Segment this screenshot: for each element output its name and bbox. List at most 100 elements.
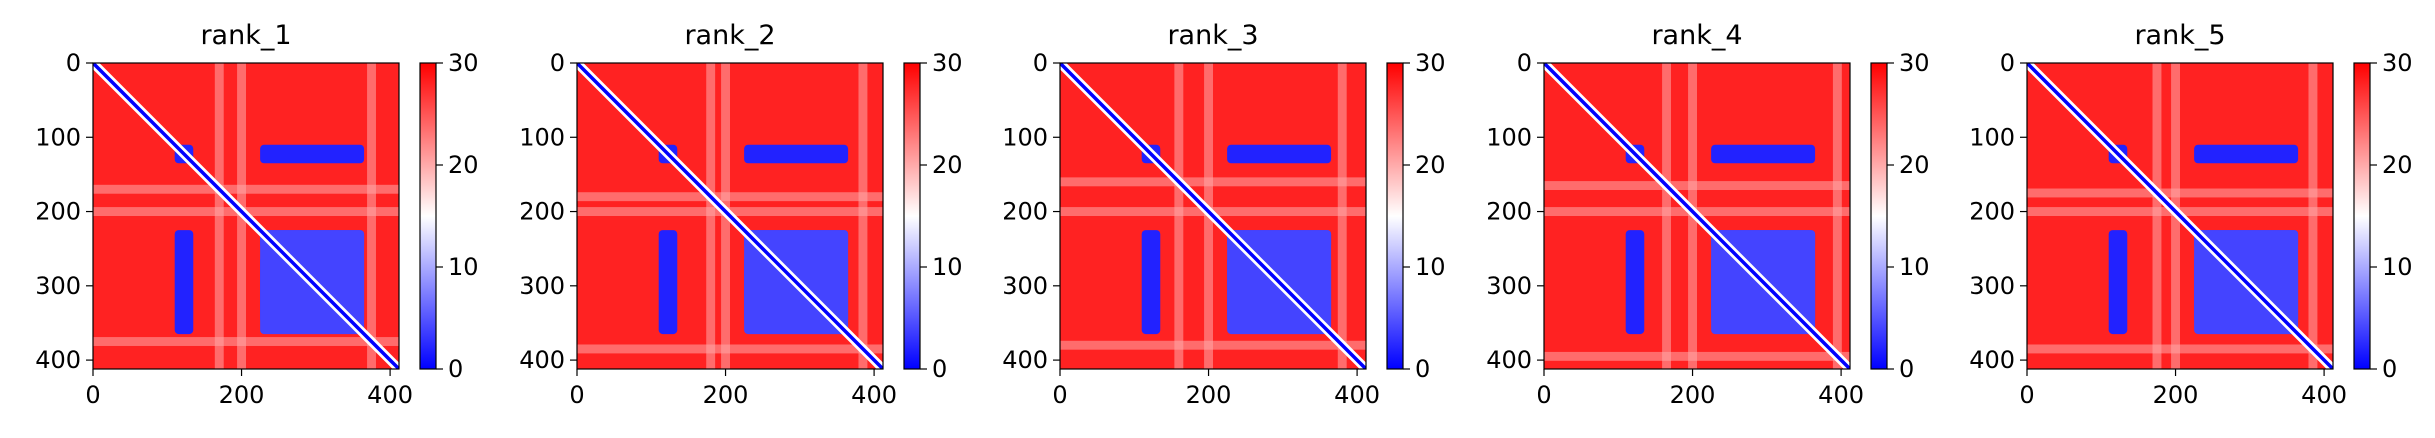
colorbar-frame <box>2353 62 2371 370</box>
x-tick-label: 400 <box>367 381 413 409</box>
y-tick-label: 100 <box>1486 123 1532 151</box>
colorbar-tick-label: 20 <box>1415 151 1446 179</box>
colorbar-frame <box>1386 62 1404 370</box>
heatmap-area <box>1060 63 1366 369</box>
colorbar-tick-label: 10 <box>1415 253 1446 281</box>
colorbar <box>1387 63 1403 369</box>
colorbar-tick-label: 20 <box>932 151 963 179</box>
heatmap-block <box>658 230 678 335</box>
diagonal-line <box>93 63 399 369</box>
x-tick-label: 200 <box>2153 381 2199 409</box>
plot-frame <box>576 62 884 370</box>
y-tick-label: 200 <box>35 198 81 226</box>
colorbar-tick-label: 10 <box>448 253 479 281</box>
colorbar-tick-label: 10 <box>1899 253 1930 281</box>
colorbar-frame <box>903 62 921 370</box>
y-tick-label: 300 <box>519 272 565 300</box>
colorbar-tick-label: 30 <box>448 49 479 77</box>
heatmap-block <box>1227 144 1332 164</box>
heatmap-block <box>2194 144 2299 164</box>
diagonal-line <box>1544 63 1850 369</box>
y-tick-label: 200 <box>1969 198 2015 226</box>
y-tick-label: 400 <box>1486 346 1532 374</box>
y-tick-label: 0 <box>66 49 81 77</box>
heatmap-band <box>1060 340 1366 350</box>
x-tick-label: 0 <box>2019 381 2034 409</box>
x-tick-label: 400 <box>2301 381 2347 409</box>
y-tick-label: 400 <box>1002 346 1048 374</box>
heatmap-area <box>93 63 399 369</box>
heatmap-block <box>744 144 849 164</box>
y-tick-label: 200 <box>1486 198 1532 226</box>
y-tick-label: 0 <box>550 49 565 77</box>
colorbar-tick-label: 20 <box>2382 151 2413 179</box>
x-tick-label: 200 <box>219 381 265 409</box>
heatmap-area <box>1544 63 1850 369</box>
heatmap-band <box>1544 351 1850 361</box>
diagonal-line <box>1060 63 1366 369</box>
y-tick-label: 0 <box>1033 49 1048 77</box>
colorbar-tick-label: 0 <box>1415 355 1430 383</box>
colorbar <box>904 63 920 369</box>
x-tick-label: 0 <box>1536 381 1551 409</box>
colorbar-tick-label: 30 <box>932 49 963 77</box>
heatmap-block <box>2108 230 2128 335</box>
y-tick-label: 300 <box>1969 272 2015 300</box>
heatmap-band <box>577 344 883 354</box>
colorbar-tick-label: 30 <box>1899 49 1930 77</box>
x-tick-label: 400 <box>1818 381 1864 409</box>
heatmap-block <box>1711 144 1816 164</box>
heatmap-block <box>1625 230 1645 335</box>
chart-title: rank_1 <box>200 20 291 51</box>
y-tick-label: 300 <box>35 272 81 300</box>
heatmap-band <box>367 63 376 369</box>
y-tick-label: 100 <box>35 123 81 151</box>
diagonal-line <box>2027 63 2333 369</box>
colorbar-tick-label: 20 <box>448 151 479 179</box>
heatmap-band <box>93 337 399 346</box>
heatmap-band <box>1337 63 1347 369</box>
colorbar-tick-label: 30 <box>1415 49 1446 77</box>
heatmap-block <box>1141 230 1161 335</box>
heatmap-band <box>1832 63 1842 369</box>
x-tick-label: 200 <box>1186 381 1232 409</box>
heatmap-block <box>174 230 194 335</box>
colorbar <box>1871 63 1887 369</box>
diagonal-line <box>577 63 883 369</box>
plot-frame <box>1543 62 1851 370</box>
heatmap-area <box>2027 63 2333 369</box>
colorbar-tick-label: 0 <box>1899 355 1914 383</box>
y-tick-label: 200 <box>1002 198 1048 226</box>
plot-frame <box>92 62 400 370</box>
x-tick-label: 200 <box>1670 381 1716 409</box>
y-tick-label: 0 <box>1517 49 1532 77</box>
colorbar-tick-label: 10 <box>932 253 963 281</box>
y-tick-label: 0 <box>2000 49 2015 77</box>
x-tick-label: 0 <box>1052 381 1067 409</box>
x-tick-label: 0 <box>85 381 100 409</box>
y-tick-label: 300 <box>1486 272 1532 300</box>
heatmap-area <box>577 63 883 369</box>
x-tick-label: 200 <box>703 381 749 409</box>
y-tick-label: 400 <box>35 346 81 374</box>
colorbar-tick-label: 0 <box>2382 355 2397 383</box>
heatmap-block <box>260 144 365 164</box>
colorbar <box>420 63 436 369</box>
heatmap-band <box>858 63 868 369</box>
x-tick-label: 0 <box>569 381 584 409</box>
chart-title: rank_2 <box>684 20 775 51</box>
y-tick-label: 100 <box>519 123 565 151</box>
colorbar-tick-label: 0 <box>932 355 947 383</box>
colorbar <box>2354 63 2370 369</box>
chart-title: rank_4 <box>1651 20 1742 51</box>
y-tick-label: 100 <box>1969 123 2015 151</box>
colorbar-tick-label: 30 <box>2382 49 2413 77</box>
y-tick-label: 300 <box>1002 272 1048 300</box>
colorbar-tick-label: 20 <box>1899 151 1930 179</box>
heatmap-band <box>2308 63 2318 369</box>
y-tick-label: 100 <box>1002 123 1048 151</box>
